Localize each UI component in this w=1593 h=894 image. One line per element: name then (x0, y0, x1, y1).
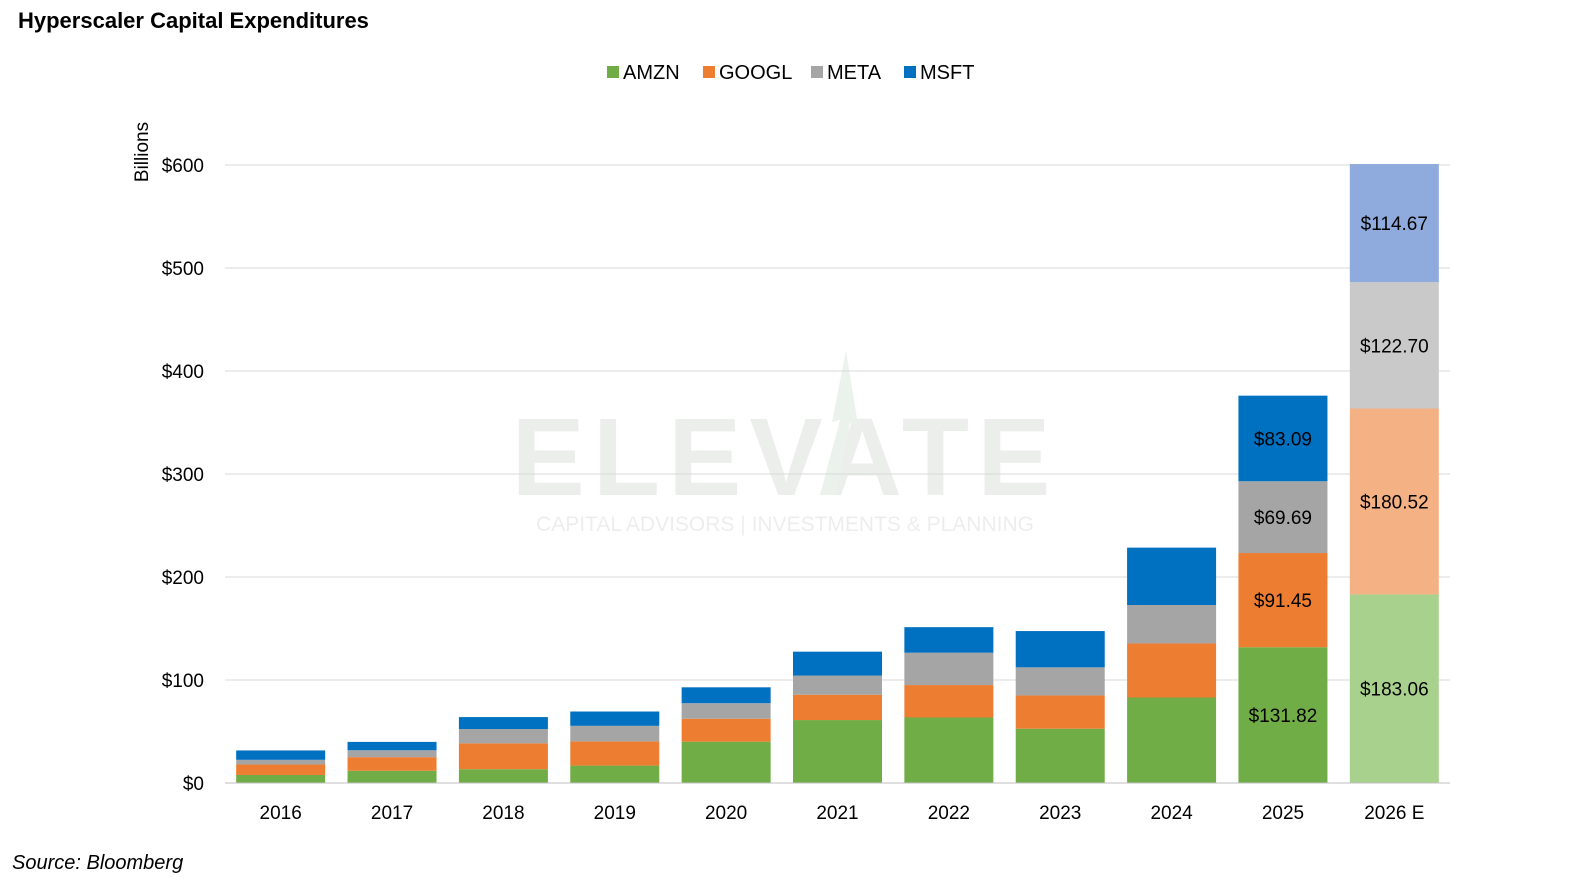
bar-meta-2022 (904, 652, 994, 686)
bar-amzn-2026e (1349, 594, 1439, 783)
legend-swatch-meta (811, 66, 823, 78)
x-tick-label: 2020 (705, 803, 747, 824)
bar-meta-2024 (1127, 605, 1217, 644)
x-tick-label: 2021 (816, 803, 858, 824)
y-axis-label: Billions (132, 122, 153, 182)
bar-googl-2024 (1127, 643, 1217, 698)
bar-msft-2019 (570, 711, 660, 726)
bar-msft-2017 (347, 741, 437, 751)
bar-googl-2020 (681, 718, 771, 742)
bar-googl-2019 (570, 741, 660, 766)
legend-label-msft: MSFT (920, 62, 974, 84)
bar-meta-2025 (1238, 481, 1328, 554)
x-tick-label: 2025 (1262, 803, 1304, 824)
data-label-meta-2026e: $122.70 (1360, 336, 1429, 357)
bar-meta-2026e (1349, 282, 1439, 409)
x-tick-label: 2022 (928, 803, 970, 824)
bar-googl-2023 (1015, 695, 1105, 729)
legend-label-googl: GOOGL (719, 62, 792, 84)
bar-googl-2025 (1238, 553, 1328, 648)
bar-meta-2017 (347, 750, 437, 758)
bar-msft-2016 (236, 750, 326, 760)
bar-amzn-2022 (904, 717, 994, 783)
y-tick-label: $400 (162, 362, 204, 383)
bar-amzn-2019 (570, 765, 660, 783)
data-labels: $131.82 $91.45 $69.69 $83.09 $183.06 $180.52 $… (1249, 214, 1429, 727)
bar-googl-2017 (347, 757, 437, 771)
bar-amzn-2016 (236, 774, 326, 783)
x-tick-label: 2019 (594, 803, 636, 824)
bar-msft-2018 (458, 717, 548, 730)
y-tick-label: $0 (183, 774, 204, 795)
bar-meta-2023 (1015, 667, 1105, 696)
bar-meta-2018 (458, 729, 548, 744)
bar-meta-2020 (681, 703, 771, 719)
x-tick-label: 2024 (1150, 803, 1193, 824)
bar-amzn-2021 (793, 720, 882, 783)
bar-meta-2019 (570, 725, 660, 742)
bar-msft-2026e (1349, 164, 1439, 283)
bars (236, 164, 1439, 783)
bar-amzn-2023 (1015, 728, 1105, 783)
data-label-amzn-2025: $131.82 (1249, 706, 1318, 727)
data-label-amzn-2026e: $183.06 (1360, 680, 1429, 701)
data-label-googl-2025: $91.45 (1254, 591, 1312, 612)
bar-msft-2024 (1127, 547, 1217, 606)
watermark-name: ELEVATE (512, 396, 1059, 519)
watermark-logo: ELEVATE CAPITAL ADVISORS | INVESTMENTS &… (512, 350, 1059, 536)
bar-googl-2021 (793, 694, 882, 721)
watermark-tagline: CAPITAL ADVISORS | INVESTMENTS & PLANNIN… (536, 513, 1034, 536)
bar-googl-2018 (458, 743, 548, 770)
bar-msft-2022 (904, 627, 994, 653)
bar-msft-2025 (1238, 395, 1328, 482)
bar-msft-2021 (793, 651, 882, 676)
bar-msft-2023 (1015, 631, 1105, 668)
bar-amzn-2025 (1238, 647, 1328, 783)
x-tick-label: 2018 (482, 803, 524, 824)
x-tick-label: 2017 (371, 803, 413, 824)
bar-meta-2016 (236, 759, 326, 765)
bar-amzn-2017 (347, 770, 437, 783)
legend: AMZN GOOGL META MSFT (607, 62, 974, 84)
legend-swatch-googl (703, 66, 715, 78)
legend-swatch-msft (904, 66, 916, 78)
y-tick-label: $300 (162, 465, 204, 486)
legend-label-meta: META (827, 62, 882, 84)
bar-amzn-2018 (458, 769, 548, 783)
bar-googl-2022 (904, 685, 994, 718)
legend-label-amzn: AMZN (623, 62, 680, 84)
source-note: Source: Bloomberg (12, 852, 184, 874)
bar-googl-2016 (236, 764, 326, 775)
bar-amzn-2024 (1127, 697, 1217, 783)
data-label-msft-2026e: $114.67 (1361, 214, 1428, 235)
y-tick-label: $100 (162, 671, 204, 692)
data-label-googl-2026e: $180.52 (1360, 492, 1429, 513)
data-label-msft-2025: $83.09 (1254, 429, 1312, 450)
x-tick-label: 2016 (260, 803, 302, 824)
bar-amzn-2020 (681, 741, 771, 783)
legend-swatch-amzn (607, 66, 619, 78)
data-label-meta-2025: $69.69 (1254, 508, 1312, 529)
y-tick-label: $600 (162, 156, 204, 177)
axes: $0 $100 $200 $300 $400 $500 $600 2016 2017 2018 20… (162, 156, 1450, 824)
x-tick-label: 2026 E (1364, 803, 1424, 824)
y-tick-label: $200 (162, 568, 204, 589)
bar-googl-2026e (1349, 408, 1439, 595)
x-tick-label: 2023 (1039, 803, 1081, 824)
chart-title: Hyperscaler Capital Expenditures (18, 8, 369, 33)
bar-meta-2021 (793, 675, 882, 695)
bar-msft-2020 (681, 687, 771, 704)
watermark-arrow-icon (820, 350, 858, 495)
y-tick-label: $500 (162, 259, 204, 280)
